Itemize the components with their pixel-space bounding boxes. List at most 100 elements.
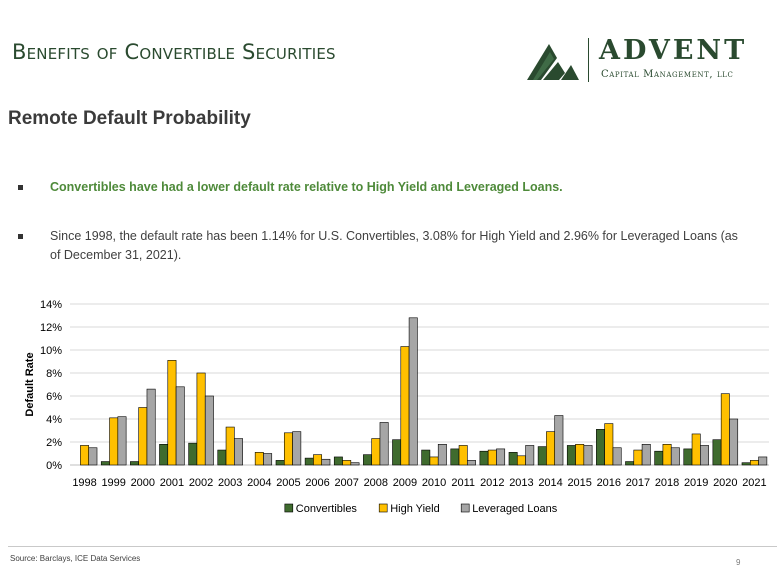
y-axis-label: Default Rate [24, 352, 36, 416]
x-tick-label: 2011 [451, 477, 475, 489]
bar-convertibles [566, 445, 576, 466]
logo-divider [588, 38, 589, 82]
x-tick-label: 2013 [509, 477, 533, 489]
bar-high-yield [749, 460, 759, 466]
logo-name: ADVENT [599, 35, 748, 66]
bar-leveraged-loans [321, 458, 331, 466]
legend-label: Convertibles [296, 503, 358, 515]
bar-convertibles [275, 460, 285, 466]
bar-convertibles [596, 429, 605, 466]
bar-high-yield [283, 432, 293, 466]
x-tick-label: 2014 [538, 477, 562, 489]
y-tick-label: 12% [40, 322, 62, 334]
bar-high-yield [196, 372, 206, 466]
legend-swatch [378, 503, 388, 513]
bar-leveraged-loans [292, 431, 302, 466]
bar-high-yield [575, 444, 585, 466]
slide-title: Benefits of Convertible Securities [12, 40, 336, 64]
bar-high-yield [633, 449, 643, 466]
x-tick-label: 2017 [626, 477, 650, 489]
bar-high-yield [604, 423, 614, 466]
legend-label: Leveraged Loans [472, 503, 558, 515]
x-tick-label: 2008 [364, 477, 388, 489]
bar-convertibles [188, 442, 198, 466]
bar-high-yield [720, 393, 730, 466]
x-tick-label: 2010 [422, 477, 446, 489]
x-tick-label: 1998 [72, 477, 96, 489]
footer-divider [8, 546, 777, 547]
bar-convertibles [537, 446, 547, 466]
bar-leveraged-loans [583, 445, 593, 466]
bar-convertibles [479, 450, 489, 466]
bar-leveraged-loans [612, 447, 622, 466]
bar-convertibles [508, 452, 518, 466]
bar-leveraged-loans [408, 317, 418, 466]
bar-convertibles [683, 448, 693, 466]
bar-leveraged-loans [641, 444, 651, 466]
bar-leveraged-loans [350, 462, 360, 466]
bullet-square-icon [18, 234, 23, 239]
bar-high-yield [254, 452, 264, 466]
bar-high-yield [225, 426, 235, 466]
x-tick-label: 2015 [567, 477, 591, 489]
bar-high-yield [691, 433, 701, 466]
bar-convertibles [392, 439, 402, 466]
bar-convertibles [304, 457, 314, 466]
bar-convertibles [741, 462, 751, 466]
bar-high-yield [80, 445, 90, 466]
x-tick-label: 2001 [160, 477, 184, 489]
bar-leveraged-loans [379, 422, 389, 466]
bar-high-yield [487, 449, 497, 466]
x-tick-label: 2007 [334, 477, 358, 489]
bar-high-yield [516, 455, 526, 466]
bar-leveraged-loans [117, 416, 127, 466]
bar-high-yield [138, 407, 148, 466]
x-tick-label: 1999 [101, 477, 125, 489]
bar-leveraged-loans [554, 415, 564, 466]
bar-convertibles [654, 450, 664, 466]
bar-convertibles [450, 448, 460, 466]
bar-leveraged-loans [467, 460, 476, 466]
bar-high-yield [458, 445, 468, 466]
bar-convertibles [130, 461, 139, 466]
bullet-item: Convertibles have had a lower default ra… [18, 178, 750, 197]
bar-high-yield [342, 460, 352, 466]
x-tick-label: 2018 [655, 477, 679, 489]
bar-convertibles [363, 454, 372, 466]
bar-high-yield [429, 456, 439, 466]
bar-leveraged-loans [88, 447, 98, 466]
bullet-text: Convertibles have had a lower default ra… [50, 180, 563, 194]
bar-leveraged-loans [758, 456, 768, 466]
bar-convertibles [421, 449, 431, 466]
bar-high-yield [167, 360, 177, 466]
bar-high-yield [371, 438, 381, 466]
x-tick-label: 2019 [684, 477, 708, 489]
bar-high-yield [546, 431, 556, 466]
x-tick-label: 2006 [305, 477, 329, 489]
x-tick-label: 2009 [393, 477, 417, 489]
bar-high-yield [662, 444, 672, 466]
bar-leveraged-loans [496, 448, 506, 466]
bar-high-yield [400, 346, 410, 466]
x-tick-label: 2004 [247, 477, 271, 489]
bar-high-yield [109, 417, 119, 466]
bar-leveraged-loans [146, 388, 156, 466]
bar-leveraged-loans [437, 444, 447, 466]
bar-convertibles [159, 444, 169, 466]
section-title: Remote Default Probability [8, 108, 251, 129]
logo-subtitle: Capital Management, llc [601, 69, 734, 80]
bar-leveraged-loans [204, 395, 214, 466]
x-tick-label: 2016 [597, 477, 621, 489]
bar-convertibles [100, 461, 110, 466]
y-tick-label: 14% [40, 299, 62, 311]
bar-leveraged-loans [670, 447, 680, 466]
y-tick-label: 0% [46, 460, 62, 472]
bullet-item: Since 1998, the default rate has been 1.… [18, 227, 750, 265]
bar-leveraged-loans [525, 445, 535, 466]
bar-convertibles [217, 449, 227, 466]
page-number: 9 [736, 558, 741, 567]
y-tick-label: 6% [46, 391, 62, 403]
bar-convertibles [712, 439, 722, 466]
bullet-text: Since 1998, the default rate has been 1.… [50, 229, 738, 262]
bullet-square-icon [18, 185, 23, 190]
